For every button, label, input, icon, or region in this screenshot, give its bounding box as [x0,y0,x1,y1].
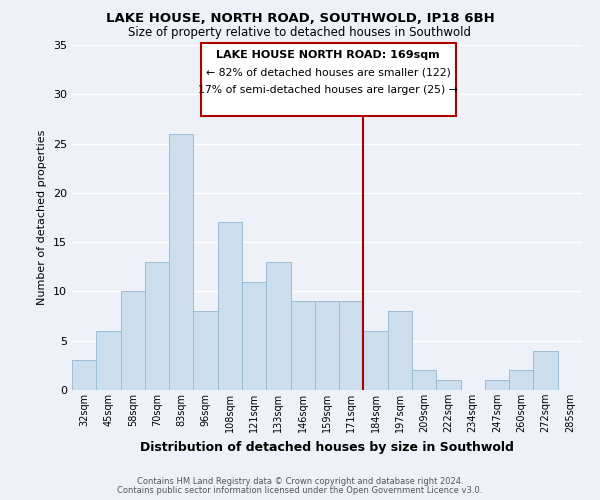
Bar [242,282,266,390]
Text: LAKE HOUSE NORTH ROAD: 169sqm: LAKE HOUSE NORTH ROAD: 169sqm [217,50,440,60]
Y-axis label: Number of detached properties: Number of detached properties [37,130,47,305]
Bar [509,370,533,390]
Bar [339,302,364,390]
X-axis label: Distribution of detached houses by size in Southwold: Distribution of detached houses by size … [140,440,514,454]
Bar [315,302,339,390]
Bar [290,302,315,390]
Bar [145,262,169,390]
Text: Contains public sector information licensed under the Open Government Licence v3: Contains public sector information licen… [118,486,482,495]
Bar [121,292,145,390]
Text: LAKE HOUSE, NORTH ROAD, SOUTHWOLD, IP18 6BH: LAKE HOUSE, NORTH ROAD, SOUTHWOLD, IP18 … [106,12,494,26]
Bar [193,311,218,390]
FancyBboxPatch shape [201,43,456,116]
Bar [533,350,558,390]
Text: ← 82% of detached houses are smaller (122): ← 82% of detached houses are smaller (12… [206,68,451,78]
Bar [364,331,388,390]
Bar [72,360,96,390]
Bar [218,222,242,390]
Text: Size of property relative to detached houses in Southwold: Size of property relative to detached ho… [128,26,472,39]
Text: 17% of semi-detached houses are larger (25) →: 17% of semi-detached houses are larger (… [198,86,458,96]
Bar [266,262,290,390]
Bar [96,331,121,390]
Bar [485,380,509,390]
Bar [388,311,412,390]
Bar [436,380,461,390]
Text: Contains HM Land Registry data © Crown copyright and database right 2024.: Contains HM Land Registry data © Crown c… [137,477,463,486]
Bar [169,134,193,390]
Bar [412,370,436,390]
